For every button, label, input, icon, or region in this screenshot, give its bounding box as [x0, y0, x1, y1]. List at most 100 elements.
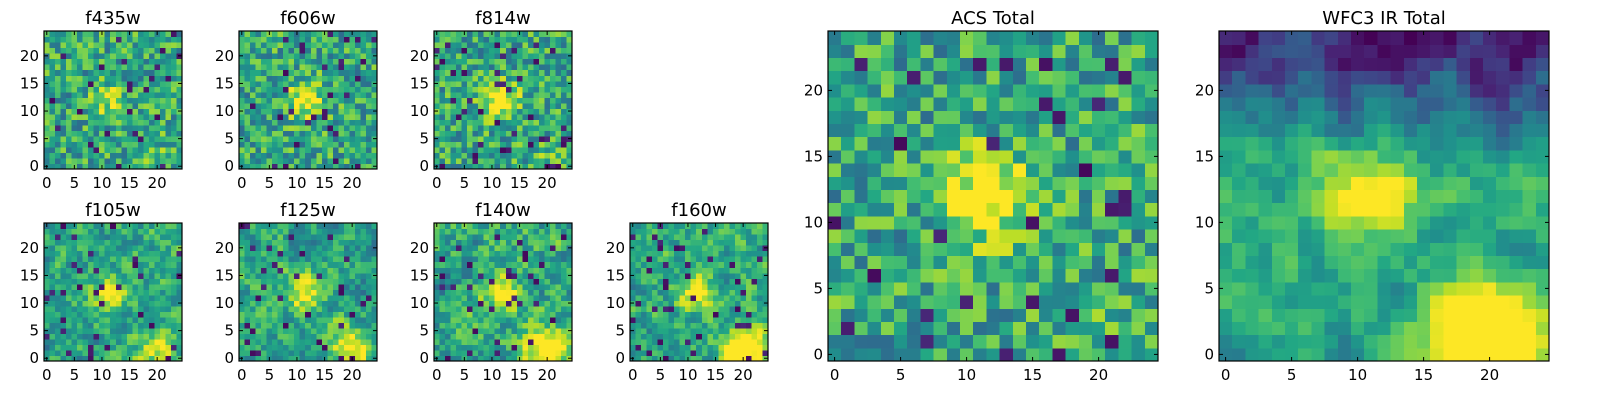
- heatmap-cell: [712, 228, 719, 235]
- heatmap-cell: [712, 322, 719, 329]
- heatmap-cell: [483, 141, 490, 148]
- heatmap-cell: [756, 316, 764, 323]
- heatmap-cell: [560, 267, 568, 274]
- heatmap-cell: [132, 261, 139, 268]
- heatmap-cell: [288, 31, 295, 38]
- heatmap-cell: [77, 42, 84, 49]
- heatmap-cell: [472, 163, 479, 170]
- heatmap-cell: [762, 311, 769, 318]
- heatmap-cell: [527, 119, 534, 126]
- heatmap-cell: [445, 97, 452, 104]
- heatmap-cell: [250, 322, 257, 329]
- heatmap-cell: [696, 223, 703, 230]
- heatmap-cell: [729, 272, 736, 279]
- heatmap-cell: [77, 135, 84, 142]
- heatmap-cell: [472, 223, 479, 230]
- heatmap-cell: [170, 119, 178, 126]
- heatmap-cell: [690, 283, 697, 290]
- heatmap-cell: [450, 338, 457, 346]
- heatmap-cell: [533, 130, 540, 137]
- heatmap-cell: [986, 334, 1001, 349]
- heatmap-cell: [549, 355, 557, 362]
- heatmap-cell: [696, 239, 703, 246]
- heatmap-cell: [115, 135, 122, 142]
- heatmap-cell: [60, 250, 67, 257]
- heatmap-cell: [1012, 347, 1027, 362]
- heatmap-cell: [1144, 268, 1159, 283]
- heatmap-cell: [239, 69, 246, 76]
- heatmap-cell: [467, 152, 474, 159]
- heatmap-cell: [701, 256, 708, 263]
- heatmap-cell: [82, 36, 89, 43]
- heatmap-cell: [544, 267, 551, 274]
- heatmap-cell: [55, 157, 62, 165]
- heatmap-cell: [472, 152, 479, 159]
- heatmap-cell: [933, 202, 948, 217]
- heatmap-cell: [244, 283, 251, 290]
- heatmap-cell: [478, 267, 485, 274]
- heatmap-cell: [327, 146, 334, 154]
- heatmap-cell: [55, 97, 62, 104]
- heatmap-cell: [77, 91, 84, 98]
- heatmap-cell: [365, 119, 373, 126]
- heatmap-cell: [115, 261, 122, 268]
- heatmap-cell: [880, 281, 895, 296]
- heatmap-cell: [560, 163, 568, 170]
- heatmap-cell: [239, 36, 246, 43]
- heatmap-cell: [283, 300, 290, 307]
- heatmap-cell: [349, 261, 356, 268]
- heatmap-cell: [121, 58, 128, 65]
- heatmap-cell: [461, 289, 468, 296]
- heatmap-cell: [49, 267, 56, 274]
- heatmap-cell: [701, 349, 708, 357]
- heatmap-cell: [500, 113, 507, 120]
- heatmap-cell: [894, 308, 908, 322]
- heatmap-cell: [674, 234, 681, 241]
- heatmap-cell: [60, 75, 67, 82]
- heatmap-cell: [701, 261, 708, 268]
- heatmap-cell: [250, 300, 257, 307]
- heatmap-cell: [255, 36, 262, 43]
- heatmap-cell: [299, 256, 306, 263]
- heatmap-cell: [332, 305, 339, 312]
- y-tick-label: 15: [20, 74, 39, 92]
- heatmap-cell: [663, 327, 670, 334]
- heatmap-cell: [450, 80, 457, 87]
- heatmap-cell: [450, 86, 457, 93]
- y-tick-label: 10: [410, 102, 429, 120]
- heatmap-cell: [115, 47, 122, 54]
- heatmap-cell: [472, 256, 479, 263]
- heatmap-cell: [439, 113, 446, 120]
- heatmap-cell: [154, 102, 161, 109]
- heatmap-cell: [250, 141, 257, 148]
- heatmap-cell: [283, 261, 290, 268]
- heatmap-cell: [288, 97, 295, 104]
- heatmap-cell: [115, 316, 122, 323]
- heatmap-cell: [126, 261, 133, 268]
- heatmap-cell: [316, 344, 323, 351]
- heatmap-cell: [49, 316, 56, 323]
- heatmap-cell: [272, 256, 279, 263]
- heatmap-cell: [360, 250, 367, 257]
- heatmap-cell: [999, 242, 1014, 256]
- heatmap-cell: [445, 272, 452, 279]
- heatmap-cell: [132, 97, 139, 104]
- heatmap-cell: [93, 234, 100, 241]
- heatmap-cell: [467, 267, 474, 274]
- heatmap-cell: [165, 355, 172, 362]
- heatmap-cell: [283, 47, 290, 54]
- heatmap-cell: [115, 141, 122, 148]
- heatmap-cell: [110, 223, 117, 230]
- heatmap-cell: [467, 283, 474, 290]
- heatmap-cell: [255, 316, 262, 323]
- heatmap-cell: [456, 294, 463, 301]
- heatmap-cell: [283, 322, 290, 329]
- heatmap-cell: [371, 141, 378, 148]
- heatmap-cell: [338, 36, 345, 43]
- heatmap-cell: [920, 202, 935, 217]
- heatmap-cell: [494, 53, 501, 60]
- heatmap-cell: [756, 250, 764, 257]
- heatmap-cell: [522, 250, 529, 257]
- heatmap-cell: [82, 223, 89, 230]
- heatmap-cell: [560, 256, 568, 263]
